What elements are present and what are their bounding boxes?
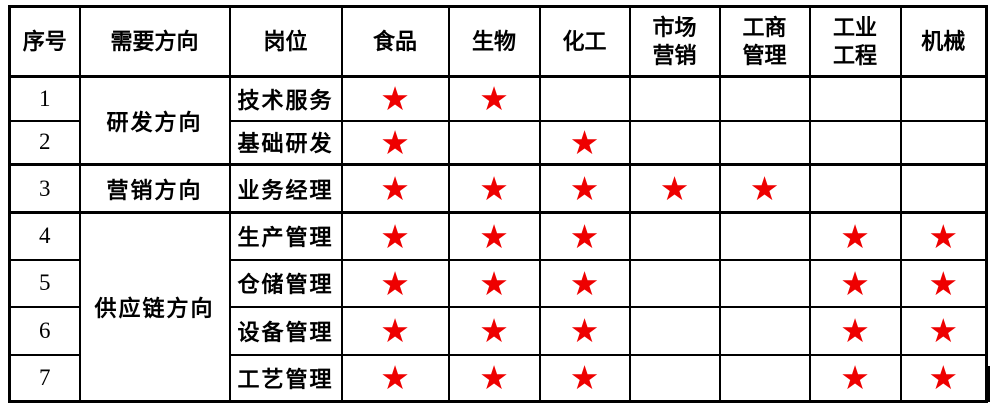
star-cell: ★ [340,119,450,166]
post-cell: 仓储管理 [228,258,343,308]
star-cell [628,119,721,166]
star-cell: ★ [808,305,902,356]
star-cell: ★ [899,305,988,356]
header-direction: 需要方向 [78,5,231,78]
star-cell [538,75,631,122]
star-cell [628,305,721,356]
header-major-chemical: 化工 [538,5,631,78]
recruitment-direction-table: 序号 需要方向 岗位 食品 生物 化工 市场 营销 工商 管理 工业 工程 机械… [8,5,988,403]
star-cell [718,258,811,308]
star-cell: ★ [340,211,450,261]
row-index: 4 [8,211,81,261]
row-index: 5 [8,258,81,308]
star-cell [628,211,721,261]
header-post: 岗位 [228,5,343,78]
star-cell: ★ [899,258,988,308]
star-cell [628,353,721,403]
row-index: 3 [8,163,81,214]
row-index: 1 [8,75,81,122]
table-row: 3 营销方向 业务经理 ★ ★ ★ ★ ★ [8,163,988,214]
star-cell: ★ [808,258,902,308]
right-edge-artifact-line [987,366,990,402]
star-cell [718,211,811,261]
star-cell: ★ [538,211,631,261]
star-cell [628,75,721,122]
post-cell: 技术服务 [228,75,343,122]
star-cell: ★ [718,163,811,214]
header-major-marketing: 市场 营销 [628,5,721,78]
star-cell: ★ [340,258,450,308]
star-cell [808,163,902,214]
direction-cell-rd: 研发方向 [78,75,231,166]
header-index: 序号 [8,5,81,78]
direction-cell-marketing: 营销方向 [78,163,231,214]
star-cell: ★ [447,305,541,356]
table-row: 2 基础研发 ★ ★ [8,119,988,166]
post-major-match-table: 序号 需要方向 岗位 食品 生物 化工 市场 营销 工商 管理 工业 工程 机械… [8,5,988,403]
table-row: 7 工艺管理 ★ ★ ★ ★ ★ [8,353,988,403]
row-index: 7 [8,353,81,403]
star-cell [718,119,811,166]
table-row: 1 研发方向 技术服务 ★ ★ [8,75,988,166]
table-row: 4 供应链方向 生产管理 ★ ★ ★ ★ ★ [8,211,988,403]
star-cell: ★ [340,163,450,214]
star-cell: ★ [538,258,631,308]
star-cell [447,119,541,166]
star-cell: ★ [340,75,450,122]
star-cell: ★ [628,163,721,214]
star-cell [718,75,811,122]
star-cell: ★ [538,119,631,166]
post-cell: 工艺管理 [228,353,343,403]
star-cell: ★ [899,353,988,403]
header-row: 序号 需要方向 岗位 食品 生物 化工 市场 营销 工商 管理 工业 工程 机械 [8,5,988,78]
star-cell: ★ [340,305,450,356]
star-cell [808,119,902,166]
star-cell [899,119,988,166]
star-cell: ★ [447,353,541,403]
star-cell: ★ [447,211,541,261]
table-row: 5 仓储管理 ★ ★ ★ ★ ★ [8,258,988,308]
direction-cell-supply-chain: 供应链方向 [78,211,231,403]
star-cell [628,258,721,308]
row-index: 6 [8,305,81,356]
star-cell: ★ [447,75,541,122]
header-major-industrial-eng: 工业 工程 [808,5,902,78]
star-cell [899,75,988,122]
star-cell: ★ [899,211,988,261]
post-cell: 生产管理 [228,211,343,261]
header-major-mechanical: 机械 [899,5,988,78]
post-cell: 基础研发 [228,119,343,166]
star-cell: ★ [538,163,631,214]
row-index: 2 [8,119,81,166]
header-major-business-admin: 工商 管理 [718,5,811,78]
header-major-food: 食品 [340,5,450,78]
star-cell: ★ [808,211,902,261]
star-cell [808,75,902,122]
star-cell: ★ [447,258,541,308]
table-row: 6 设备管理 ★ ★ ★ ★ ★ [8,305,988,356]
star-cell: ★ [340,353,450,403]
star-cell [718,305,811,356]
header-major-biology: 生物 [447,5,541,78]
post-cell: 业务经理 [228,163,343,214]
star-cell [718,353,811,403]
star-cell: ★ [538,305,631,356]
star-cell: ★ [538,353,631,403]
post-cell: 设备管理 [228,305,343,356]
star-cell [899,163,988,214]
star-cell: ★ [808,353,902,403]
star-cell: ★ [447,163,541,214]
